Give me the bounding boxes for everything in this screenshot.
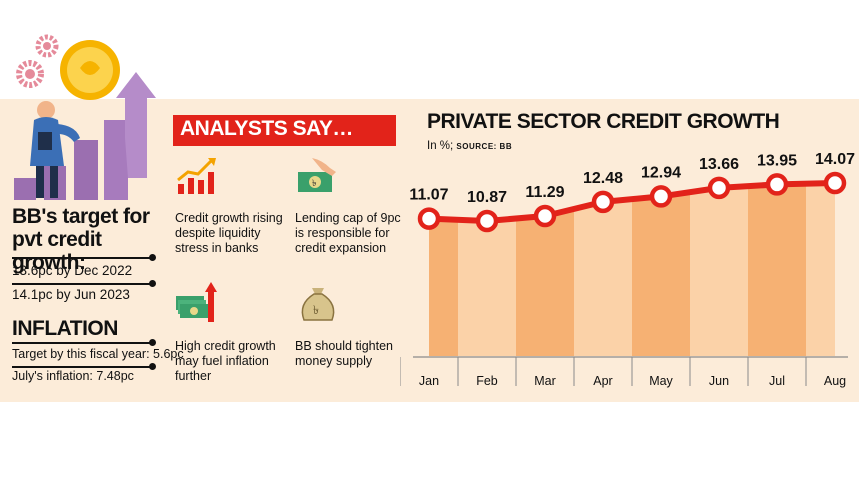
area-band [690, 186, 748, 356]
divider [12, 283, 152, 285]
data-point [475, 209, 499, 233]
inflation-target-line: Target by this fiscal year: 5.6pc [12, 347, 184, 361]
x-tick-label: Apr [593, 374, 612, 388]
divider-dot [149, 280, 156, 287]
coin-icon [60, 40, 120, 100]
x-tick-label: Mar [534, 374, 556, 388]
gear-icon [35, 34, 59, 58]
x-tick-label: Jun [709, 374, 729, 388]
area-band [632, 192, 690, 356]
growth-bars-icon [14, 72, 156, 200]
divider [12, 257, 152, 259]
x-tick-label: Feb [476, 374, 498, 388]
chart-title: PRIVATE SECTOR CREDIT GROWTH [427, 110, 780, 133]
divider-dot [149, 339, 156, 346]
data-label: 13.66 [699, 156, 739, 173]
target-line-dec: 13.6pc by Dec 2022 [12, 263, 133, 278]
data-label: 10.87 [467, 189, 507, 206]
divider [12, 342, 152, 344]
x-tick-label: May [649, 374, 673, 388]
data-label: 11.29 [525, 184, 564, 201]
area-band [458, 218, 516, 356]
target-line-jun: 14.1pc by Jun 2023 [12, 287, 130, 302]
growth-chart-icon [177, 158, 216, 194]
svg-text:৳: ৳ [313, 303, 319, 317]
target-title: BB's target for pvt credit growth: [12, 205, 150, 274]
x-tick-label: Jul [769, 374, 785, 388]
cash-arrow-up-icon [176, 282, 217, 322]
analyst-point-1: Credit growth rising despite liquidity s… [175, 211, 283, 255]
money-bag-icon: ৳ [301, 288, 335, 321]
analysts-banner [173, 115, 396, 146]
credit-growth-chart: 11.07 Jan 10.87 Feb 11.29 Mar 12.48 Apr 12.94 May… [400, 151, 855, 388]
area-band [516, 208, 574, 356]
data-point [591, 190, 615, 214]
analyst-point-2: Lending cap of 9pc is responsible for cr… [295, 211, 401, 255]
divider-dot [149, 254, 156, 261]
inflation-title: INFLATION [12, 317, 118, 340]
divider-dot [149, 363, 156, 370]
data-label: 14.07 [815, 151, 855, 168]
chart-subtitle: In %; SOURCE: BB [427, 140, 512, 152]
inflation-july-line: July's inflation: 7.48pc [12, 369, 134, 383]
gear-icon [16, 60, 44, 88]
area-band [574, 199, 632, 356]
data-point [649, 185, 673, 208]
x-tick-label: Aug [824, 374, 846, 388]
data-label: 12.94 [641, 164, 681, 181]
data-label: 13.95 [757, 152, 797, 169]
analyst-point-3: High credit growth may fuel inflation fu… [175, 339, 276, 383]
area-band [748, 183, 806, 356]
data-point [765, 173, 789, 196]
data-point [533, 204, 557, 228]
analyst-point-4: BB should tighten money supply [295, 339, 393, 368]
area-band [429, 218, 458, 356]
analysts-heading: ANALYSTS SAY… [180, 117, 353, 140]
business-growth-illustration [14, 34, 156, 200]
divider [12, 366, 152, 368]
businessman-icon [30, 101, 80, 198]
data-point [823, 171, 847, 195]
data-label: 12.48 [583, 170, 623, 187]
x-tick-label: Jan [419, 374, 439, 388]
source-label: SOURCE: BB [456, 142, 513, 151]
area-band [806, 183, 835, 356]
data-point [707, 176, 731, 200]
data-point [417, 207, 441, 230]
hand-money-icon: ৳ [298, 158, 336, 192]
unit-label: In %; [427, 140, 454, 152]
data-label: 11.07 [409, 187, 448, 204]
svg-text:৳: ৳ [312, 179, 317, 189]
